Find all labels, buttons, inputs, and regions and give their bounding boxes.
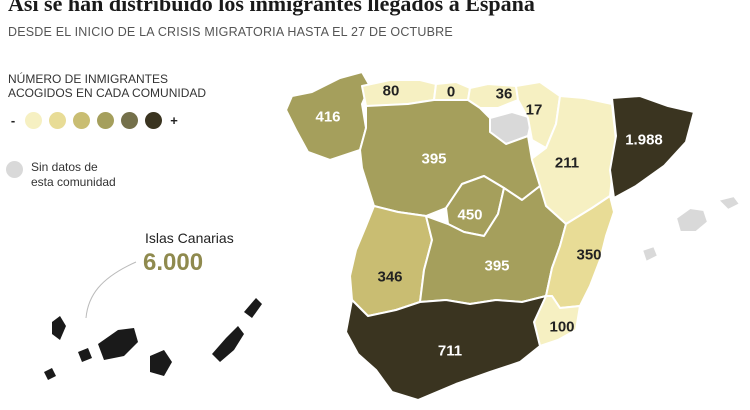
no-data-legend: Sin datos de esta comunidad — [6, 160, 116, 190]
legend-title-line2: ACOGIDOS EN CADA COMUNIDAD — [8, 86, 207, 100]
value-navarra: 17 — [526, 102, 543, 119]
island-gran-canaria[interactable] — [150, 350, 172, 376]
region-andalucia[interactable] — [345, 295, 547, 401]
canarias-connector — [85, 261, 137, 319]
canarias-label: Islas Canarias — [145, 230, 234, 246]
value-valencia: 350 — [576, 247, 601, 264]
value-galicia: 416 — [315, 109, 340, 126]
no-data-line2: esta comunidad — [31, 175, 116, 189]
value-madrid: 450 — [457, 207, 482, 224]
region-baleares-mallorca[interactable] — [675, 207, 709, 233]
legend-title: NÚMERO DE INMIGRANTES ACOGIDOS EN CADA C… — [8, 72, 206, 100]
legend-swatch-1 — [25, 112, 42, 129]
value-pais-vasco: 36 — [496, 86, 513, 103]
value-andalucia: 711 — [438, 343, 462, 360]
legend-title-line1: NÚMERO DE INMIGRANTES — [8, 72, 169, 86]
region-baleares-menorca[interactable] — [717, 195, 741, 211]
legend-swatch-6 — [145, 112, 162, 129]
island-fuerteventura[interactable] — [212, 326, 244, 362]
legend-swatch-2 — [49, 112, 66, 129]
island-el-hierro[interactable] — [44, 368, 56, 380]
legend-scale: - + — [8, 112, 206, 129]
value-murcia: 100 — [549, 319, 574, 336]
region-baleares-ibiza[interactable] — [641, 245, 659, 263]
legend-minus: - — [10, 113, 16, 128]
chart-subtitle: DESDE EL INICIO DE LA CRISIS MIGRATORIA … — [8, 25, 453, 39]
value-aragon: 211 — [555, 155, 579, 172]
value-cantabria: 0 — [447, 84, 455, 101]
legend: NÚMERO DE INMIGRANTES ACOGIDOS EN CADA C… — [8, 72, 206, 129]
legend-swatch-4 — [97, 112, 114, 129]
region-valencia[interactable] — [545, 195, 615, 309]
value-cataluna: 1.988 — [625, 132, 663, 149]
island-la-gomera[interactable] — [78, 348, 92, 362]
chart-title: Así se han distribuido los inmigrantes l… — [8, 0, 535, 16]
value-castilla-la-mancha: 395 — [484, 258, 509, 275]
value-castilla-leon: 395 — [421, 151, 446, 168]
island-lanzarote[interactable] — [244, 298, 262, 318]
legend-plus: + — [170, 113, 178, 128]
no-data-line1: Sin datos de — [31, 160, 98, 174]
island-la-palma[interactable] — [52, 316, 66, 340]
legend-swatch-3 — [73, 112, 90, 129]
legend-swatch-5 — [121, 112, 138, 129]
no-data-swatch — [6, 161, 23, 178]
canarias-value: 6.000 — [143, 249, 204, 276]
island-tenerife[interactable] — [98, 328, 138, 360]
value-extremadura: 346 — [377, 269, 402, 286]
region-cataluna[interactable] — [609, 95, 695, 199]
value-asturias: 80 — [383, 83, 400, 100]
